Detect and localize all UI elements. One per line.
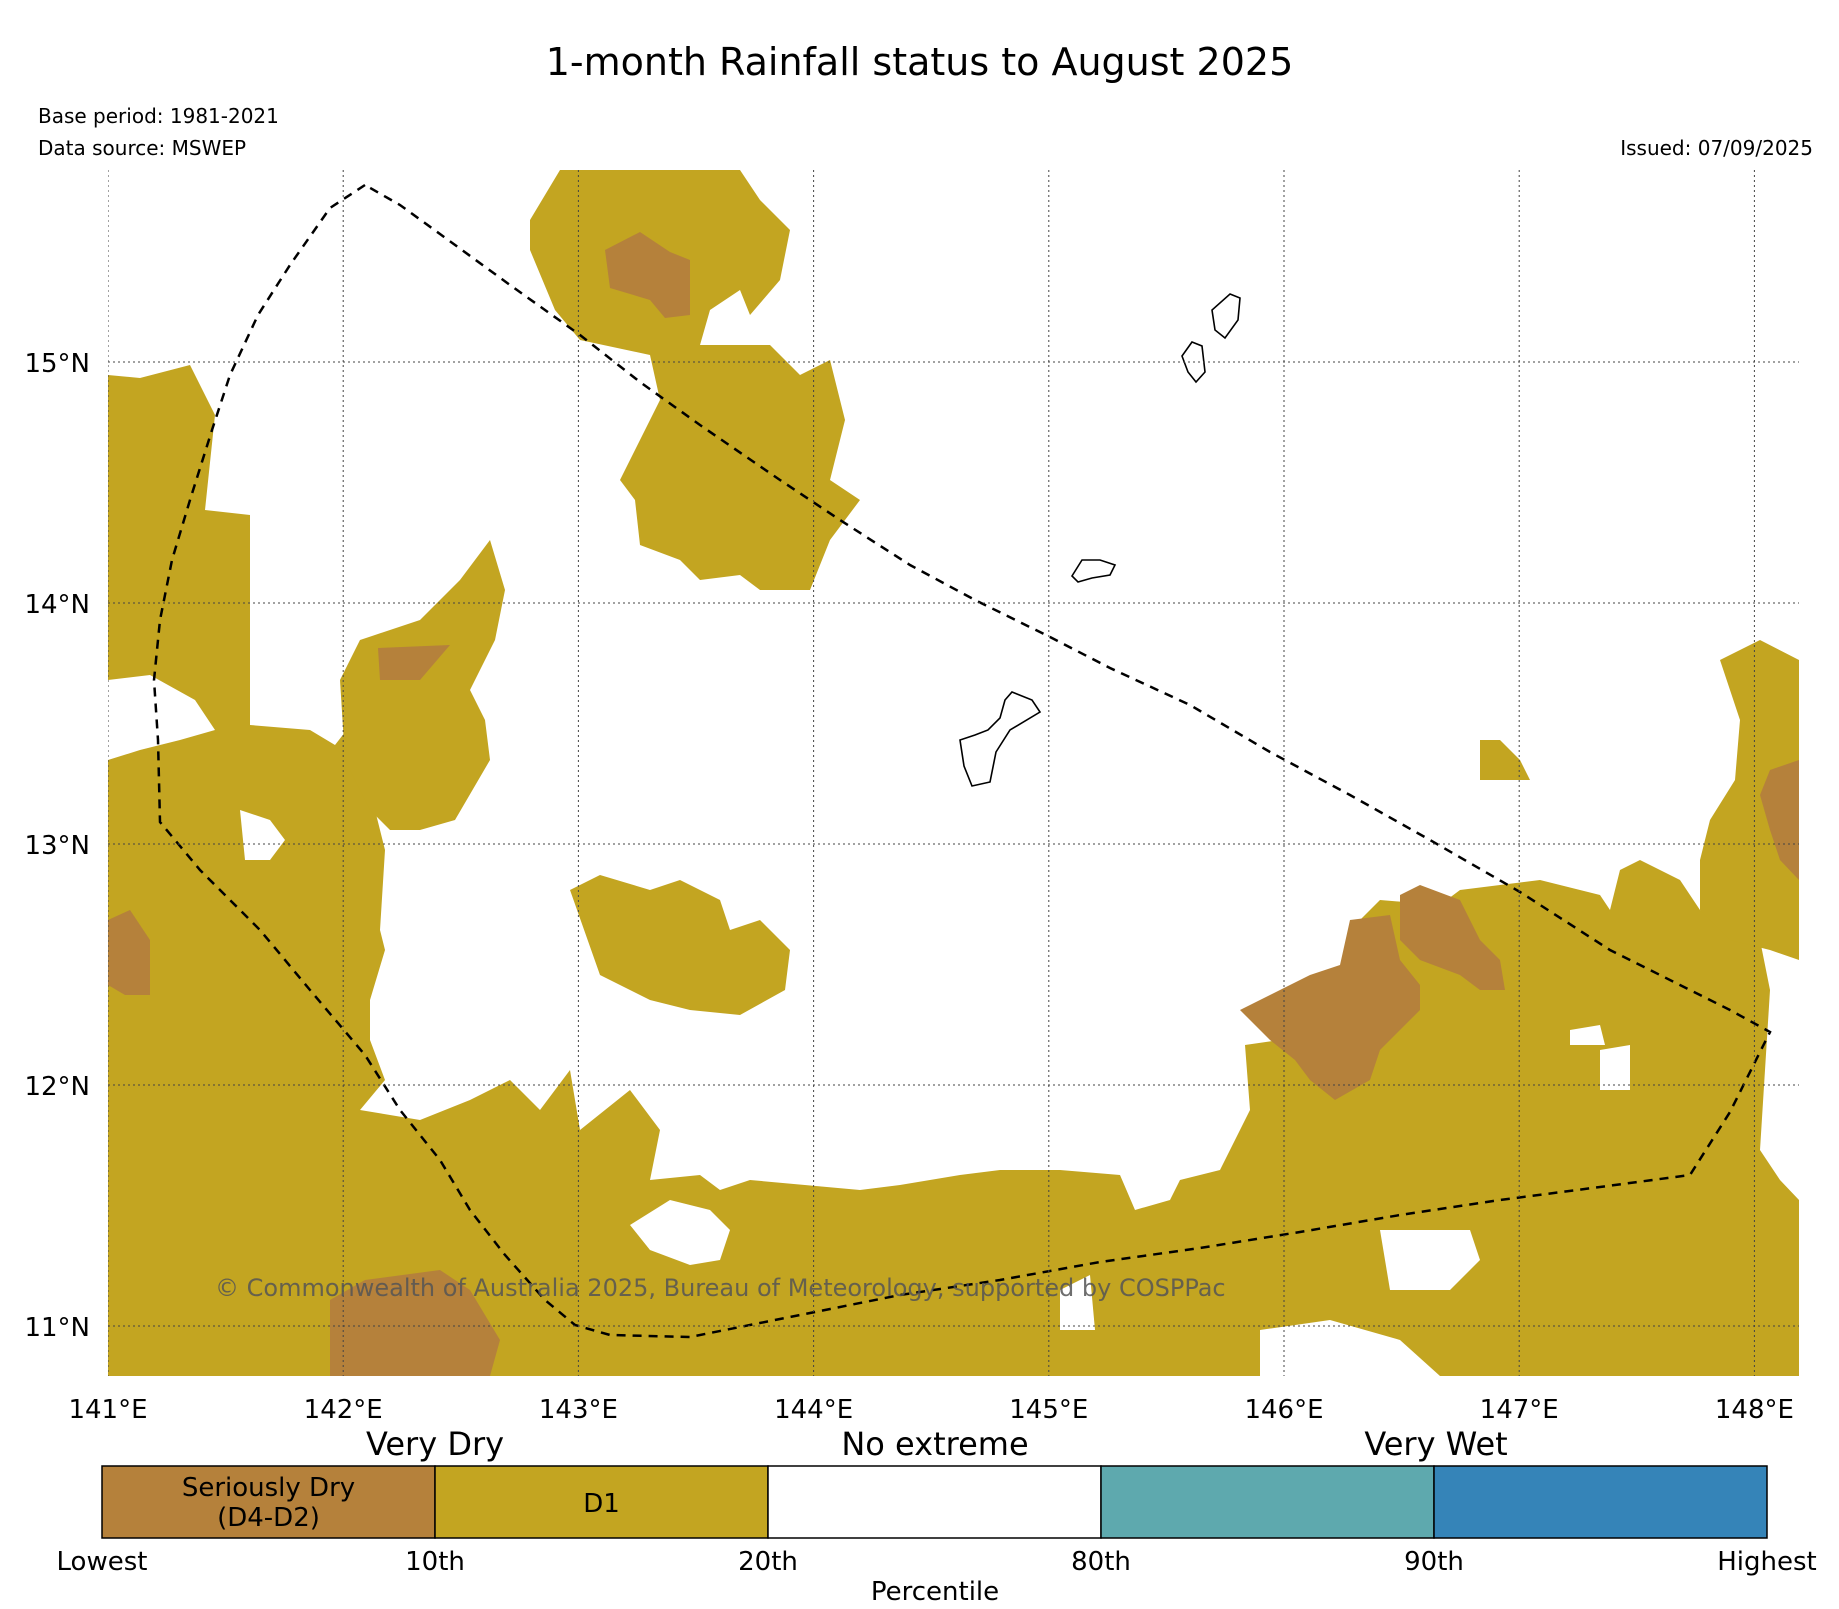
lon-tick-label: 141°E [68,1395,147,1425]
legend-percentile-tick: Highest [1717,1547,1817,1577]
d1-region-central [570,875,790,1015]
gap-east [1600,1045,1630,1090]
no-extreme-gaps [108,675,1630,1376]
graticule [108,170,1799,1376]
lat-tick-label: 11°N [24,1313,90,1343]
legend-swatch [767,1465,1102,1539]
issued-date: Issued: 07/09/2025 [1620,136,1813,160]
seriously-dry-regions [108,232,1799,1376]
copyright-attribution: © Commonwealth of Australia 2025, Bureau… [215,1274,1226,1302]
dry-region-east-center [1400,885,1505,990]
lon-tick-label: 147°E [1480,1395,1559,1425]
d1-regions [108,170,1799,1376]
d1-region-east [1700,640,1799,960]
dry-region-north [605,232,690,318]
legend-swatch [1433,1465,1768,1539]
legend-swatch [101,1465,436,1539]
gap-south-east-1 [1060,1275,1095,1330]
dry-region-west-edge [108,910,150,995]
gap-south-center [630,1200,730,1265]
gap-south-east-2 [1380,1230,1480,1290]
lon-tick-label: 148°E [1715,1395,1794,1425]
lat-tick-label: 12°N [24,1072,90,1102]
base-period: Base period: 1981-2021 [38,104,279,128]
lat-tick-label: 15°N [24,349,90,379]
legend-percentile-tick: 90th [1404,1547,1464,1577]
d1-region-east-small [1480,740,1530,780]
d1-region-west [108,365,1799,1376]
legend-colorbar: Seriously Dry(D4-D2) D1 [101,1465,1768,1539]
lon-tick-label: 144°E [774,1395,853,1425]
legend-category-label: D1 [583,1489,620,1519]
island-saipan [1211,293,1241,340]
lon-tick-label: 143°E [539,1395,618,1425]
gap-southeast-corner [1260,1320,1440,1376]
rainfall-regions [108,170,1799,1376]
legend-group-very-dry: Very Dry [366,1425,504,1463]
lon-tick-label: 142°E [304,1395,383,1425]
longitude-labels: 141°E 142°E 143°E 144°E 145°E 146°E 147°E 148°E [68,1395,1793,1425]
legend: Very Dry No extreme Very Wet Seriously D… [57,1425,1817,1607]
dry-region-southwest [330,1270,500,1376]
island-guam [959,691,1042,787]
legend-category-label: Seriously Dry [182,1473,355,1503]
dry-region-east-edge [1760,760,1799,880]
data-source: Data source: MSWEP [38,136,247,160]
legend-swatch [434,1465,769,1539]
island-tinian [1181,341,1206,384]
legend-axis-title: Percentile [871,1577,999,1607]
legend-tick-labels: Lowest 10th 20th 80th 90th Highest [57,1547,1817,1577]
legend-category-sublabel: (D4-D2) [217,1503,320,1533]
gap-west [108,675,215,760]
island-rota [1070,559,1117,583]
lat-tick-label: 14°N [24,590,90,620]
lat-tick-label: 13°N [24,831,90,861]
gap-west-2 [240,810,285,860]
d1-region-north-center [530,170,860,590]
legend-swatch [1100,1465,1435,1539]
dry-region-southeast [1240,915,1420,1100]
latitude-labels: 15°N 14°N 13°N 12°N 11°N [24,349,90,1343]
legend-percentile-tick: 10th [405,1547,465,1577]
gap-east-2 [1570,1025,1605,1045]
legend-percentile-tick: Lowest [57,1547,148,1577]
d1-region-center-west [340,540,505,830]
dry-region-center-west [378,645,450,680]
legend-percentile-tick: 80th [1071,1547,1131,1577]
legend-group-very-wet: Very Wet [1364,1425,1507,1463]
lon-tick-label: 146°E [1244,1395,1323,1425]
legend-group-no-extreme: No extreme [841,1425,1028,1463]
lon-tick-label: 145°E [1009,1395,1088,1425]
legend-percentile-tick: 20th [738,1547,798,1577]
islands [959,293,1241,787]
map-title: 1-month Rainfall status to August 2025 [545,40,1294,84]
